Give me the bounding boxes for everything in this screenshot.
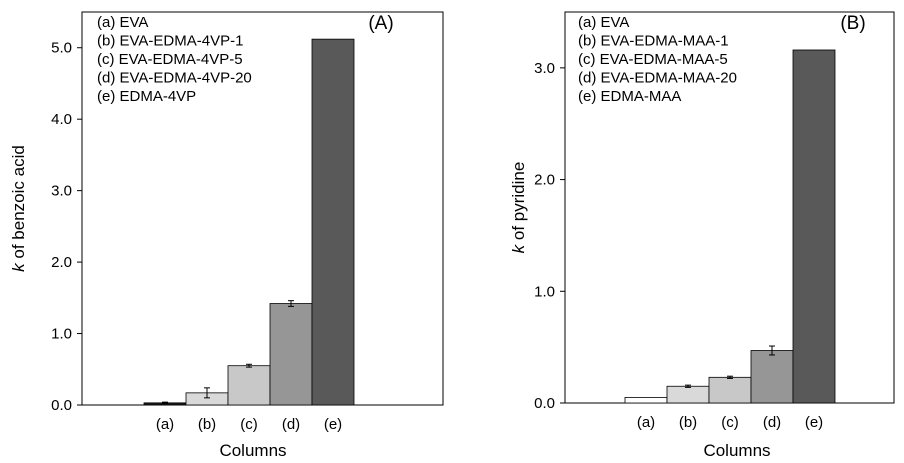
bar-b — [666, 385, 710, 404]
y-axis-title-text: of benzoic acid — [9, 145, 28, 263]
y-axis-title-text: of pyridine — [509, 162, 528, 245]
legend-entry: (e) EDMA-4VP — [97, 88, 196, 105]
bar-d — [269, 303, 313, 406]
category-label: (e) — [324, 416, 342, 433]
x-axis-title: Columns — [703, 441, 770, 460]
y-tick-label: 1.0 — [51, 326, 72, 343]
legend-entry: (d) EVA-EDMA-4VP-20 — [97, 70, 252, 87]
category-label: (d) — [763, 414, 781, 431]
x-axis-title: Columns — [219, 441, 286, 460]
category-label: (d) — [282, 416, 300, 433]
y-axis-title-symbol: k — [9, 262, 28, 272]
bar-d — [750, 350, 794, 404]
bar-a — [624, 397, 668, 404]
category-label: (e) — [805, 414, 823, 431]
legend-entry: (a) EVA — [97, 14, 148, 31]
category-label: (a) — [156, 416, 174, 433]
legend-entry: (d) EVA-EDMA-MAA-20 — [578, 70, 737, 87]
y-tick-label: 3.0 — [534, 60, 555, 77]
bar-c — [708, 376, 752, 404]
chart-panel-b: 0.0 1.0 2.0 3.0 (a) (b) (c) (d) (e) Columns k of p… — [509, 11, 895, 460]
legend-entry: (b) EVA-EDMA-MAA-1 — [578, 33, 729, 50]
category-label: (a) — [637, 414, 655, 431]
panel-label: (A) — [368, 13, 393, 34]
category-label: (b) — [198, 416, 216, 433]
legend-entry: (c) EVA-EDMA-MAA-5 — [578, 51, 728, 68]
category-label: (c) — [721, 414, 739, 431]
y-tick-label: 3.0 — [51, 183, 72, 200]
y-tick-label: 5.0 — [51, 40, 72, 57]
legend-entry: (a) EVA — [578, 14, 629, 31]
panel-label: (B) — [840, 13, 865, 34]
y-tick-label: 0.0 — [534, 395, 555, 412]
y-axis-title: k of benzoic acid — [9, 145, 28, 272]
bar-c — [227, 365, 271, 406]
legend-entry: (b) EVA-EDMA-4VP-1 — [97, 33, 243, 50]
chart-panel-a: 0.0 1.0 2.0 3.0 4.0 5.0 (a) (b) (c) (d) (e) Columns… — [9, 11, 444, 460]
category-label: (b) — [679, 414, 697, 431]
y-axis-title-symbol: k — [509, 243, 528, 253]
y-tick-label: 2.0 — [51, 254, 72, 271]
y-tick-label: 1.0 — [534, 283, 555, 300]
legend-entry: (c) EVA-EDMA-4VP-5 — [97, 51, 243, 68]
y-tick-label: 0.0 — [51, 397, 72, 414]
y-axis-title: k of pyridine — [509, 162, 528, 254]
category-label: (c) — [240, 416, 258, 433]
bar-e — [792, 49, 836, 404]
y-tick-label: 2.0 — [534, 172, 555, 189]
y-tick-label: 4.0 — [51, 111, 72, 128]
legend-entry: (e) EDMA-MAA — [578, 88, 681, 105]
bar-e — [311, 38, 355, 406]
